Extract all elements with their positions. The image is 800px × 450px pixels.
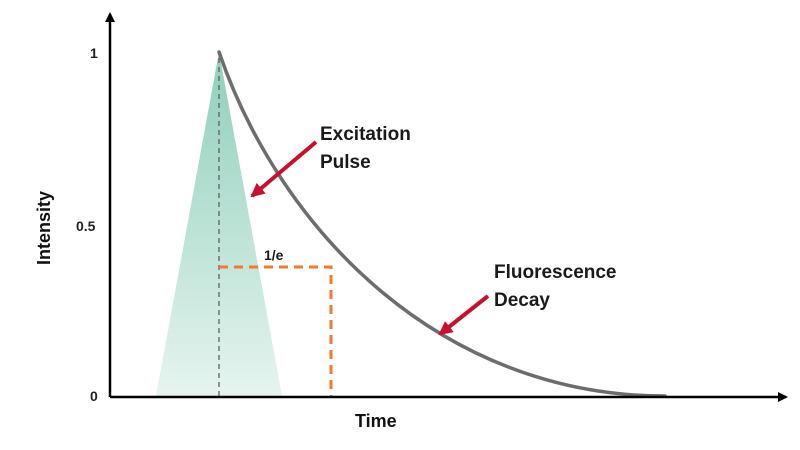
- y-tick-label-1: 1: [90, 45, 98, 61]
- y-tick-label-0: 0: [90, 388, 98, 404]
- excitation-label-line2: Pulse: [320, 152, 371, 173]
- fluorescence-label-line2: Decay: [494, 290, 550, 311]
- excitation-label-line1: Excitation: [320, 124, 411, 145]
- excitation-arrow: [250, 140, 318, 198]
- y-axis-title: Intensity: [34, 191, 54, 265]
- lifetime-marker-lines: [219, 265, 333, 396]
- y-tick-label-0-5: 0.5: [76, 218, 96, 234]
- lifetime-label: 1/e: [264, 247, 284, 263]
- fluorescence-arrow: [438, 294, 490, 336]
- x-axis-title: Time: [355, 411, 397, 431]
- fluorescence-label-line1: Fluorescence: [494, 262, 617, 283]
- fluorescence-decay-curve: [217, 50, 667, 398]
